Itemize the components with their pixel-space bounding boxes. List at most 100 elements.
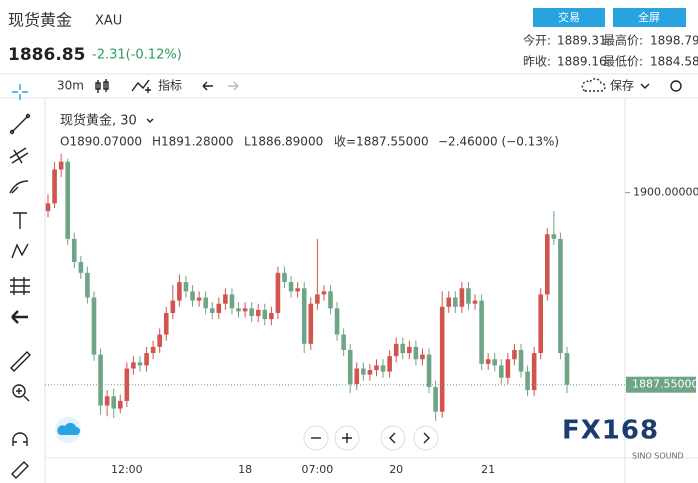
stat-value: 1889.16 — [557, 55, 607, 69]
candle-body — [564, 353, 570, 385]
candle-body — [163, 312, 169, 335]
candle-body — [190, 291, 195, 301]
x-tick-label: 07:00 — [302, 463, 334, 476]
candle-body — [512, 349, 517, 360]
candle-body — [367, 370, 373, 375]
candle-body — [236, 308, 241, 312]
fullscreen-button[interactable] — [613, 8, 686, 27]
legend-name: 现货黄金, 30 — [60, 113, 137, 129]
candle-body — [347, 349, 353, 384]
zoom-controls[interactable] — [303, 425, 439, 451]
stat-value: 1884.58 — [650, 55, 698, 69]
trade-button-label[interactable]: 交易 — [558, 10, 580, 24]
stat-value: 1898.79 — [650, 34, 698, 48]
save-menu[interactable] — [640, 83, 650, 89]
candle-body — [485, 359, 491, 364]
candle-body — [466, 288, 471, 304]
x-tick-label: 12:00 — [111, 463, 143, 476]
candle-body — [544, 234, 550, 295]
candle-body — [117, 400, 123, 409]
candle-body — [558, 238, 563, 354]
candle-body — [262, 309, 268, 320]
stat-label: 最低价: — [603, 55, 643, 69]
drawing-tools[interactable] — [9, 84, 31, 479]
interval-button[interactable]: 30m — [57, 79, 84, 93]
candle-body — [275, 272, 281, 313]
candle-body — [216, 303, 222, 313]
candle-body — [131, 362, 136, 369]
candle-body — [229, 294, 235, 309]
watermark-logo: FX168 — [562, 416, 659, 446]
candle-body — [209, 308, 215, 313]
candle-body — [177, 282, 182, 301]
legend-value: L1886.89000 — [244, 135, 323, 149]
candle-body — [374, 365, 379, 371]
candle-body — [518, 349, 524, 372]
indicator-button[interactable]: 指标 — [158, 78, 182, 93]
candle-body — [334, 308, 340, 335]
candle-body — [341, 334, 346, 350]
legend-value: O1890.07000 — [60, 135, 142, 149]
candle-body — [255, 309, 261, 317]
candle-body — [249, 308, 254, 317]
price-change: -2.31(-0.12%) — [92, 48, 182, 63]
candle-body — [78, 262, 84, 273]
candle-body — [505, 359, 511, 378]
legend-menu[interactable] — [146, 118, 154, 123]
candle-body — [413, 346, 419, 360]
cloud-button-icon[interactable] — [57, 422, 80, 435]
instrument-title: 现货黄金 — [8, 11, 72, 30]
candle-body — [433, 387, 438, 412]
candle-body — [45, 203, 51, 212]
legend-value: 收=1887.55000 — [334, 135, 429, 149]
candle-body — [453, 297, 458, 307]
candle-body — [144, 353, 149, 366]
candle-body — [328, 291, 333, 309]
candle-body — [288, 282, 294, 292]
candle-body — [354, 368, 360, 384]
stat-value: 1889.31 — [557, 34, 607, 48]
x-tick-label: 18 — [238, 463, 252, 476]
settings-button[interactable] — [670, 80, 682, 92]
candle-body — [98, 354, 103, 406]
candle-body — [426, 354, 432, 388]
candle-body — [400, 343, 406, 354]
candle-body — [551, 234, 557, 239]
redo-button[interactable] — [228, 81, 239, 91]
candle-body — [137, 362, 143, 366]
candle-body — [446, 297, 452, 307]
undo-button[interactable] — [202, 81, 213, 91]
chart-type-icon[interactable] — [95, 79, 109, 93]
candle-body — [223, 294, 228, 304]
candle-body — [538, 294, 544, 354]
candle-body — [150, 346, 156, 354]
save-button[interactable]: 保存 — [610, 79, 634, 93]
cloud-icon[interactable] — [581, 78, 606, 92]
candle-body — [380, 365, 386, 372]
fullscreen-button-label[interactable]: 全屏 — [638, 10, 660, 24]
candle-body — [111, 396, 116, 409]
indicator-icon[interactable] — [131, 79, 151, 93]
candle-body — [439, 306, 445, 412]
candle-body — [65, 161, 71, 239]
candle-body — [459, 288, 465, 307]
candle-body — [301, 288, 307, 344]
candle-body — [196, 297, 202, 301]
candle-body — [321, 291, 327, 295]
y-tick-label: 1900.00000 — [633, 186, 698, 199]
candle-body — [361, 368, 366, 375]
candle-body — [525, 371, 530, 391]
stat-label: 最高价: — [603, 33, 643, 48]
watermark-subtitle: SINO SOUND — [632, 452, 684, 461]
trade-button[interactable] — [533, 8, 605, 27]
candle-body — [52, 169, 57, 204]
last-price: 1886.85 — [8, 45, 85, 65]
candle-body — [492, 359, 498, 366]
candle-body — [387, 356, 392, 372]
legend-value: −2.46000 (−0.13%) — [438, 135, 559, 149]
candle-body — [58, 161, 64, 170]
candle-body — [282, 272, 287, 283]
legend-value: H1891.28000 — [152, 135, 234, 149]
candle-body — [91, 297, 97, 355]
